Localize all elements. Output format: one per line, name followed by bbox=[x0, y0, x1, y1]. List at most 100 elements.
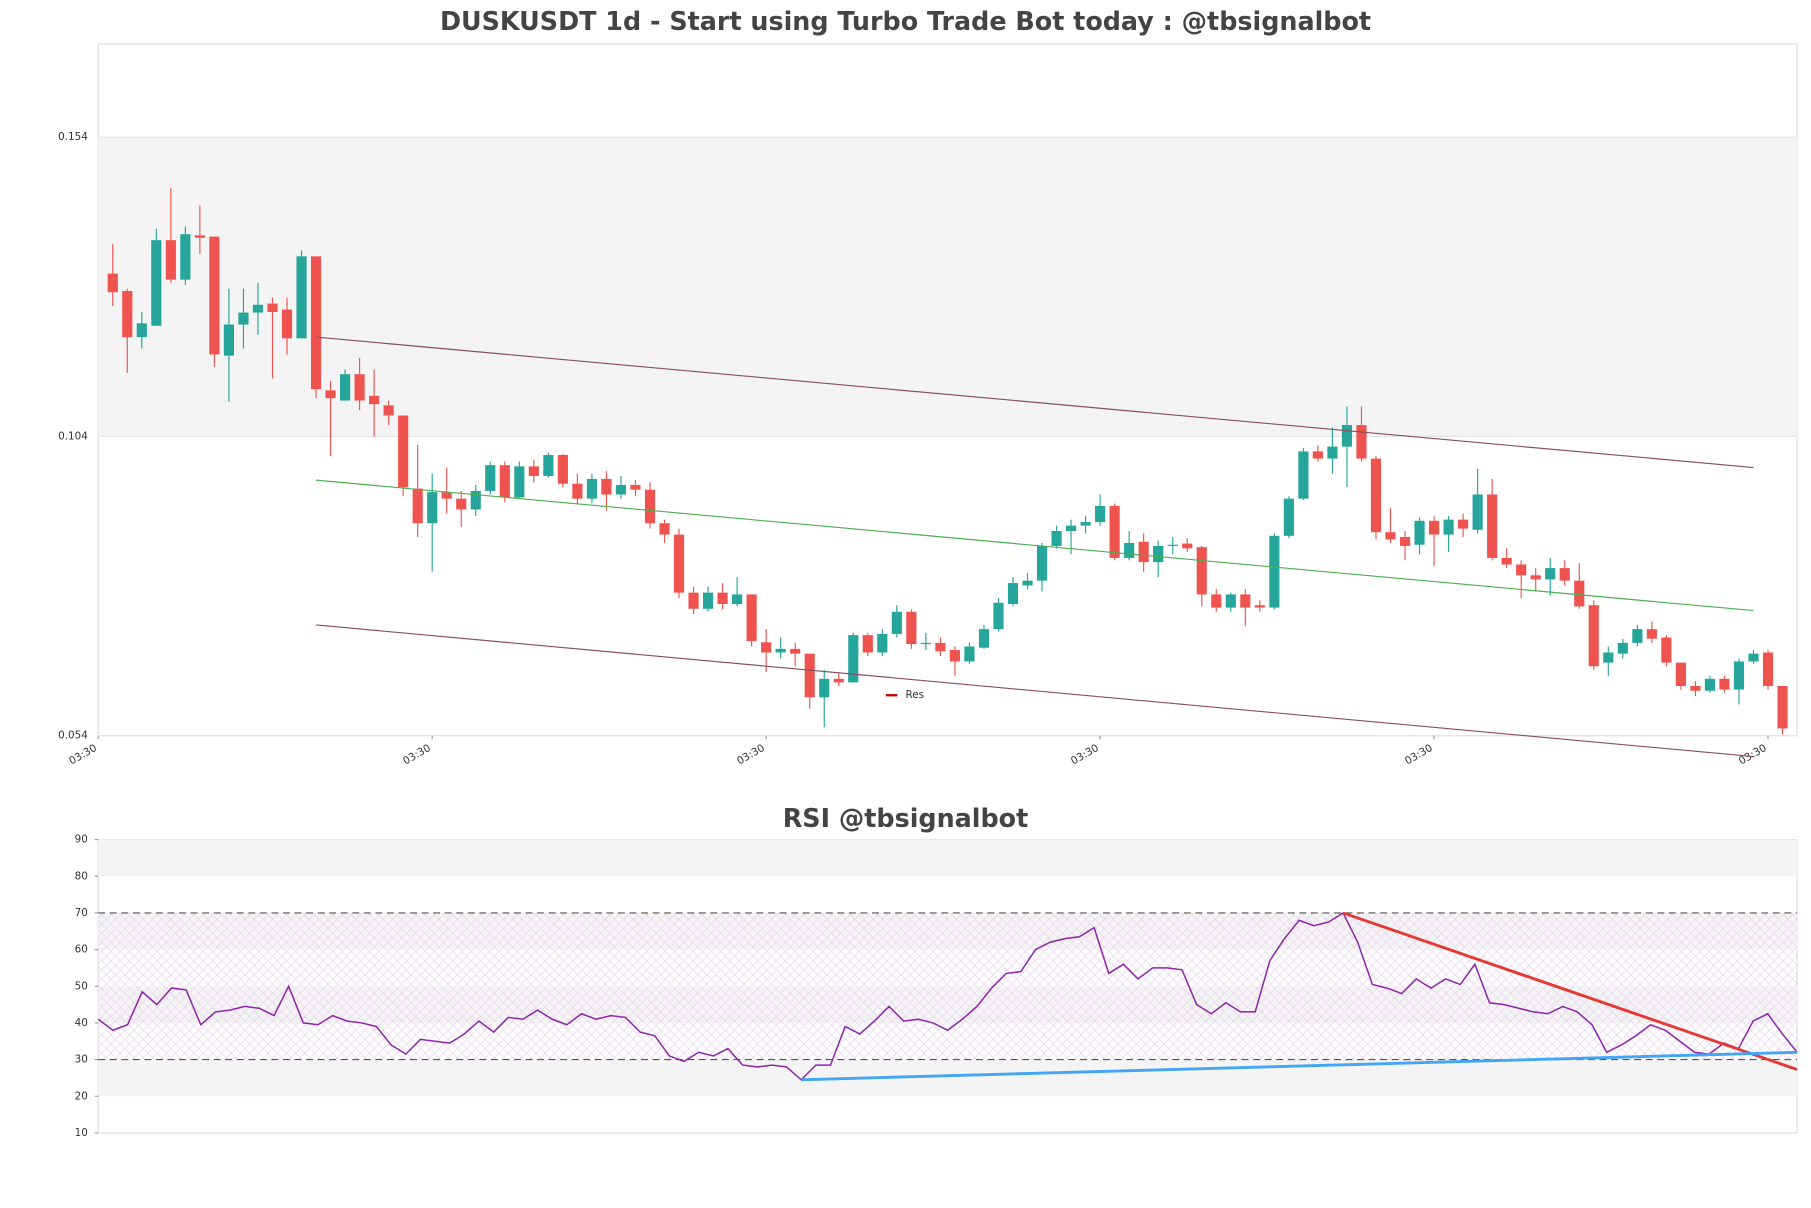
candle-body bbox=[1675, 662, 1686, 686]
candle-body bbox=[862, 635, 873, 653]
candle-body bbox=[194, 235, 205, 238]
candle-body bbox=[499, 465, 510, 498]
candle-body bbox=[1719, 678, 1730, 690]
candle-body bbox=[644, 489, 656, 524]
candle-body bbox=[1646, 629, 1657, 639]
candle-body bbox=[717, 592, 728, 605]
candle-body bbox=[223, 324, 235, 356]
candle-body bbox=[107, 273, 118, 293]
candle-body bbox=[456, 498, 467, 510]
y-tick-label: 90 bbox=[75, 834, 88, 846]
candle-body bbox=[1530, 575, 1541, 580]
trend-line bbox=[801, 1050, 1798, 1082]
y-tick-label: 70 bbox=[75, 907, 88, 919]
candle-body bbox=[180, 234, 191, 280]
candle-body bbox=[151, 240, 162, 326]
candle-body bbox=[1007, 583, 1019, 605]
candle-body bbox=[1138, 541, 1149, 563]
candle-body bbox=[848, 635, 859, 683]
candle-body bbox=[1036, 545, 1048, 581]
candle-body bbox=[572, 483, 583, 499]
candle-body bbox=[746, 594, 757, 642]
candle-body bbox=[514, 466, 525, 498]
candle-body bbox=[790, 648, 801, 654]
candle-body bbox=[935, 642, 946, 652]
candle-body bbox=[1574, 580, 1585, 607]
candle-body bbox=[1124, 542, 1135, 558]
candle-body bbox=[252, 304, 264, 313]
candle-body bbox=[557, 454, 568, 484]
legend-label: Res bbox=[906, 689, 925, 701]
candle-body bbox=[485, 465, 496, 491]
y-tick-label: 40 bbox=[75, 1017, 88, 1029]
candle-body bbox=[1182, 543, 1193, 549]
candle-body bbox=[601, 478, 612, 495]
candle-body bbox=[1283, 498, 1294, 536]
candle-body bbox=[1080, 522, 1091, 526]
candle-body bbox=[1545, 568, 1556, 580]
candle-body bbox=[354, 374, 365, 401]
candle-body bbox=[427, 492, 438, 524]
candle-body bbox=[1385, 532, 1396, 540]
candle-body bbox=[1748, 653, 1759, 662]
candle-body bbox=[1399, 536, 1411, 546]
candle-body bbox=[964, 646, 975, 662]
candle-body bbox=[398, 415, 409, 488]
y-tick-label: 10 bbox=[75, 1127, 88, 1139]
candle-body bbox=[325, 390, 336, 399]
chart-title: DUSKUSDT 1d - Start using Turbo Trade Bo… bbox=[440, 6, 1371, 36]
candle-body bbox=[1559, 568, 1570, 581]
candle-body bbox=[1414, 520, 1425, 545]
candle-body bbox=[1501, 557, 1512, 565]
candle-body bbox=[1341, 425, 1353, 447]
candle-body bbox=[1777, 685, 1788, 729]
candle-body bbox=[1022, 580, 1033, 586]
candle-body bbox=[1298, 451, 1309, 499]
candle-body bbox=[441, 492, 452, 499]
y-tick-label: 0.054 bbox=[58, 730, 88, 742]
shaded-band bbox=[98, 1059, 1798, 1097]
candle-body bbox=[761, 642, 772, 653]
shaded-band bbox=[98, 137, 1798, 437]
candle-body bbox=[891, 611, 902, 634]
candle-body bbox=[1211, 594, 1222, 608]
candle-body bbox=[1472, 494, 1483, 530]
candle-body bbox=[615, 484, 627, 495]
candle-body bbox=[1095, 505, 1106, 523]
candle-body bbox=[586, 478, 597, 499]
trend-line bbox=[315, 624, 1754, 758]
candle-body bbox=[1487, 494, 1498, 558]
candle-body bbox=[1603, 652, 1614, 663]
hatch-band bbox=[98, 912, 1798, 1060]
candle-body bbox=[1762, 652, 1774, 686]
y-tick-label: 20 bbox=[75, 1090, 88, 1102]
candle-body bbox=[1109, 505, 1120, 558]
candle-body bbox=[920, 642, 931, 645]
candle-body bbox=[1617, 642, 1628, 654]
candle-body bbox=[412, 488, 423, 524]
trend-line bbox=[315, 479, 1754, 612]
candle-body bbox=[1312, 451, 1323, 459]
candle-body bbox=[1254, 605, 1265, 608]
rsi-title: RSI @tbsignalbot bbox=[783, 803, 1028, 833]
candle-body bbox=[630, 484, 641, 490]
candle-body bbox=[775, 648, 786, 653]
candle-body bbox=[659, 523, 670, 535]
candle-body bbox=[1327, 446, 1338, 459]
candle-body bbox=[688, 592, 699, 609]
candle-body bbox=[819, 678, 830, 698]
candle-body bbox=[209, 236, 220, 355]
candle-body bbox=[339, 374, 351, 401]
candle-body bbox=[136, 323, 147, 338]
candle-body bbox=[383, 405, 394, 416]
candle-body bbox=[1632, 629, 1643, 643]
candle-body bbox=[281, 309, 293, 339]
y-tick-label: 30 bbox=[75, 1054, 88, 1066]
candle-body bbox=[993, 602, 1004, 630]
candle-body bbox=[1356, 425, 1367, 459]
candle-body bbox=[267, 303, 278, 312]
candle-body bbox=[1167, 544, 1178, 546]
candle-body bbox=[1690, 685, 1701, 691]
